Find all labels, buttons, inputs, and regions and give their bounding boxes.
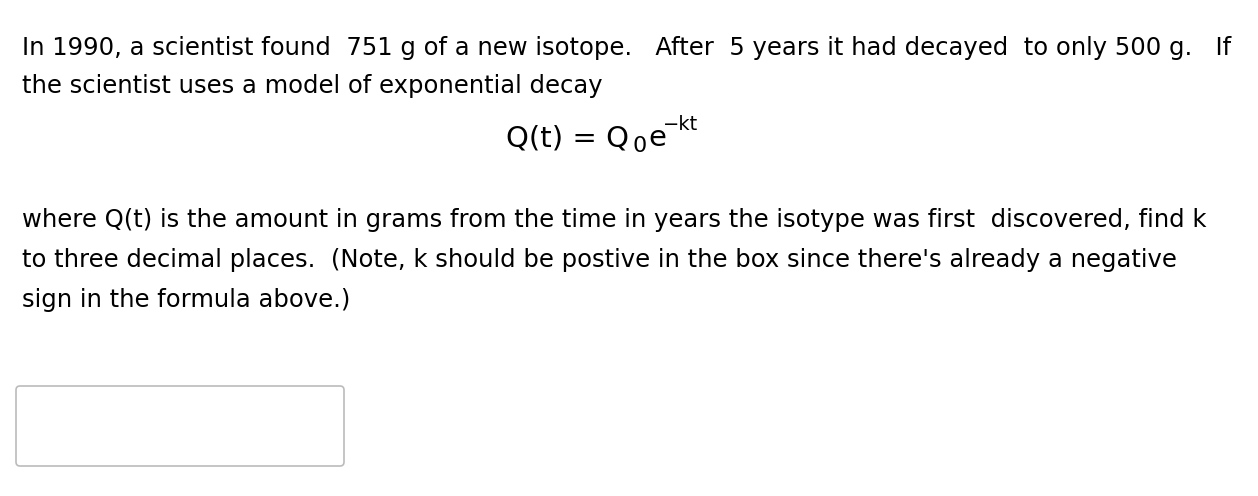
Text: 0: 0 [632, 136, 647, 156]
Text: Q(t) = Q: Q(t) = Q [506, 124, 629, 152]
FancyBboxPatch shape [16, 386, 343, 466]
Text: In 1990, a scientist found  751 g of a new isotope.   After  5 years it had deca: In 1990, a scientist found 751 g of a ne… [21, 36, 1232, 60]
Text: to three decimal places.  (Note, k should be postive in the box since there's al: to three decimal places. (Note, k should… [21, 248, 1177, 272]
Text: e: e [648, 124, 665, 152]
Text: where Q(t) is the amount in grams from the time in years the isotype was first  : where Q(t) is the amount in grams from t… [21, 208, 1206, 232]
Text: the scientist uses a model of exponential decay: the scientist uses a model of exponentia… [21, 74, 603, 98]
Text: sign in the formula above.): sign in the formula above.) [21, 288, 351, 312]
Text: −kt: −kt [663, 116, 698, 134]
